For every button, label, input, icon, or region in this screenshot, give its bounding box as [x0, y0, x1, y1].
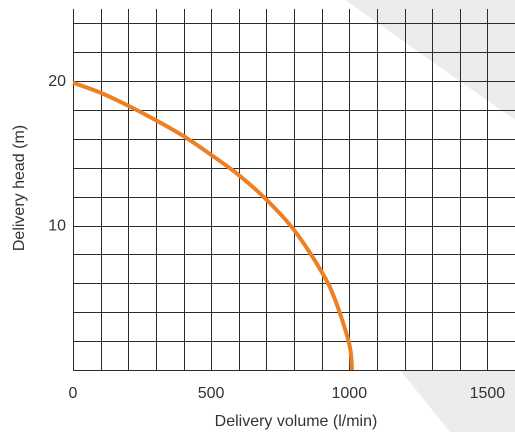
y-tick-label: 20 — [48, 73, 66, 90]
x-tick-label: 0 — [69, 385, 78, 402]
x-tick-label: 1000 — [332, 385, 368, 402]
x-tick-label: 1500 — [470, 385, 506, 402]
y-tick-label: 10 — [48, 218, 66, 235]
series-group — [72, 80, 355, 371]
grid — [73, 9, 515, 371]
series-line-0 — [72, 80, 355, 371]
x-axis-label: Delivery volume (l/min) — [215, 413, 378, 430]
y-axis-label: Delivery head (m) — [11, 125, 28, 251]
background-shape-top — [345, 0, 515, 120]
x-tick-label: 500 — [198, 385, 225, 402]
background-shape-bottom — [400, 370, 515, 432]
x-tick-labels: 0 500 1000 1500 — [69, 385, 506, 402]
y-tick-labels: 10 20 — [48, 73, 66, 234]
